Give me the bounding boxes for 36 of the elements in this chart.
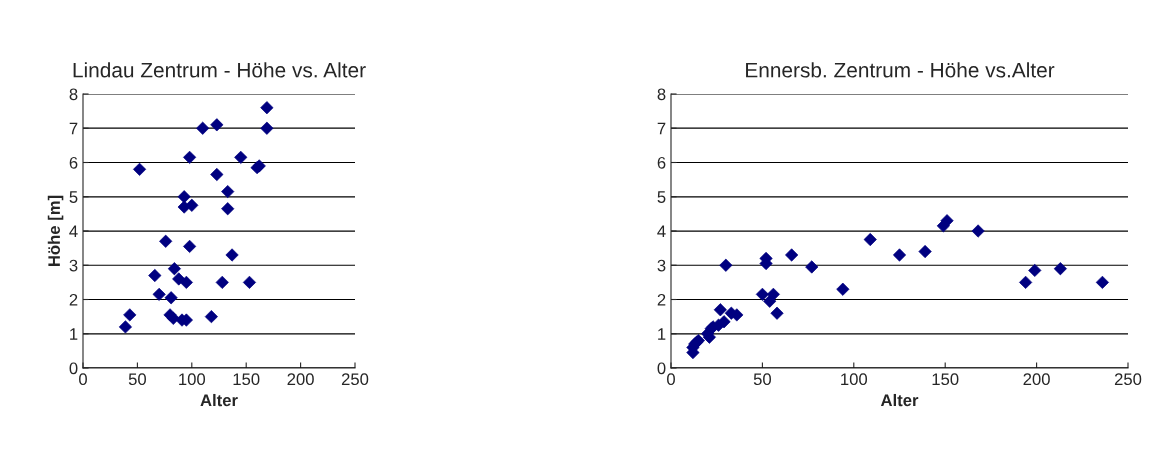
y-tick-label: 7: [69, 122, 78, 135]
y-tick-label: 5: [657, 191, 666, 203]
y-tick-label: 3: [69, 259, 78, 272]
y-tick-label: 2: [69, 293, 78, 306]
x-tick-label: 0: [667, 373, 675, 386]
x-tick-label: 100: [841, 373, 868, 386]
chart-title: Lindau Zentrum - Höhe vs. Alter: [73, 62, 366, 78]
x-tick-label: 50: [128, 373, 147, 386]
x-tick-label: 250: [341, 373, 369, 386]
y-tick-label: 5: [69, 191, 78, 203]
y-tick-label: 4: [69, 225, 78, 238]
x-tick-label: 150: [932, 373, 959, 386]
y-tick-label: 1: [70, 328, 78, 340]
y-tick-label: 2: [657, 293, 666, 306]
x-tick-label: 50: [753, 373, 772, 386]
x-tick-label: 0: [79, 373, 87, 386]
y-axis-title: Höhe [m]: [47, 195, 64, 266]
x-tick-label: 150: [233, 373, 260, 386]
y-tick-label: 8: [69, 88, 78, 101]
x-tick-label: 250: [1114, 373, 1142, 386]
chart-title: Ennersb. Zentrum - Höhe vs.Alter: [746, 62, 1055, 78]
y-tick-label: 1: [658, 328, 666, 340]
y-tick-label: 6: [69, 156, 78, 169]
y-tick-label: 4: [657, 225, 666, 238]
y-tick-label: 6: [657, 156, 666, 169]
x-axis-title: Alter: [200, 393, 238, 407]
point: [971, 224, 985, 238]
x-tick-label: 100: [179, 373, 206, 386]
y-tick-label: 0: [69, 362, 78, 375]
x-tick-label: 200: [287, 373, 314, 386]
y-tick-label: 3: [657, 259, 666, 272]
y-tick-label: 0: [657, 362, 666, 375]
x-tick-label: 200: [1023, 373, 1050, 386]
y-tick-label: 7: [657, 122, 666, 135]
x-axis-title: Alter: [880, 393, 919, 407]
y-tick-label: 8: [657, 88, 666, 101]
